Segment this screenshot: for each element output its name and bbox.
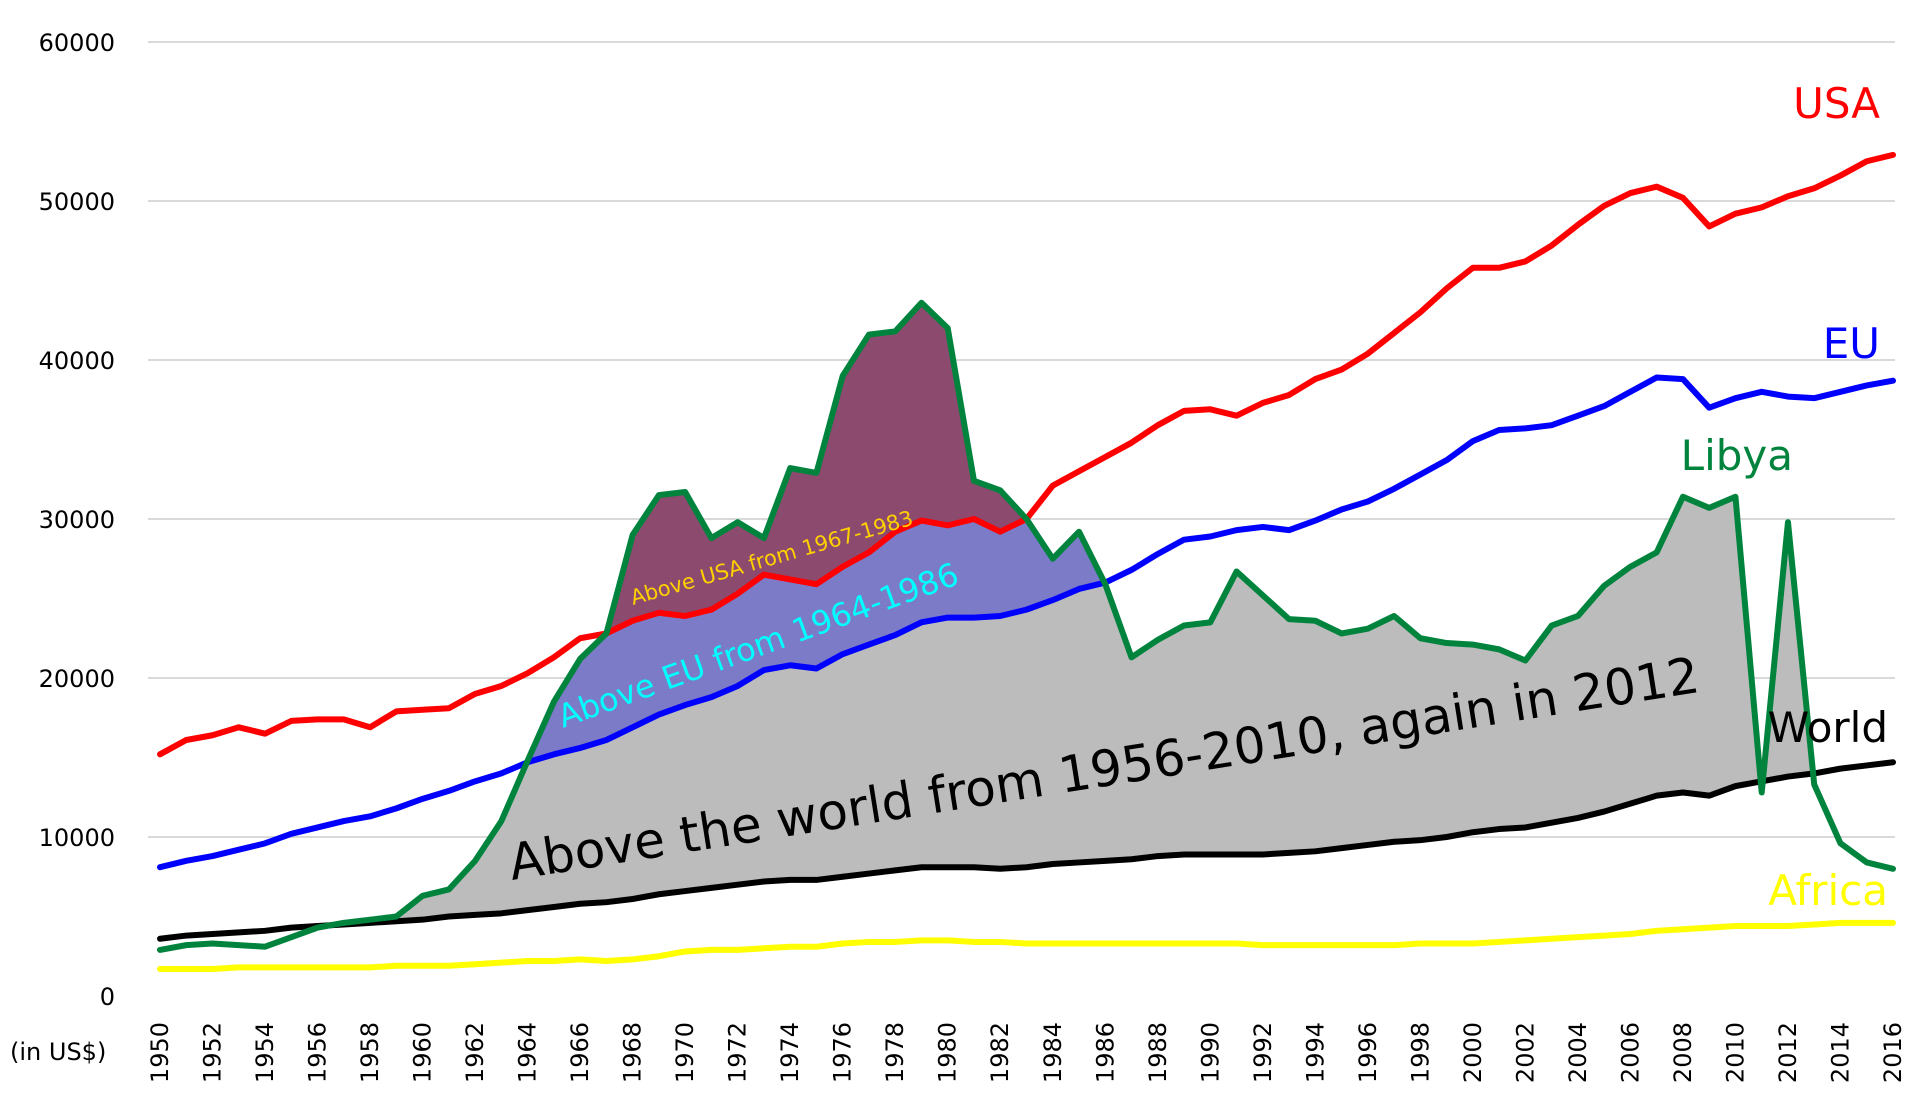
x-tick-label: 1966	[566, 1022, 594, 1083]
x-tick-label: 1968	[619, 1022, 647, 1083]
series-label-world: World	[1768, 703, 1888, 752]
x-tick-label: 1998	[1406, 1022, 1434, 1083]
y-tick-label: 10000	[39, 824, 115, 852]
y-tick-label: 20000	[39, 665, 115, 693]
x-tick-label: 1990	[1196, 1022, 1224, 1083]
y-tick-label: 0	[100, 983, 115, 1011]
x-tick-label: 1952	[199, 1022, 227, 1083]
area-above-world	[317, 302, 1894, 927]
x-tick-label: 1988	[1144, 1022, 1172, 1083]
x-tick-label: 1992	[1249, 1022, 1277, 1083]
x-tick-label: 1984	[1039, 1022, 1067, 1083]
unit-label: (in US$)	[10, 1038, 106, 1066]
series-line-eu	[157, 374, 1896, 871]
y-tick-label: 30000	[39, 506, 115, 534]
series-line-world	[157, 759, 1896, 942]
series-label-africa: Africa	[1768, 866, 1888, 915]
x-tick-label: 1954	[251, 1022, 279, 1083]
x-tick-label: 1994	[1301, 1022, 1329, 1083]
x-tick-label: 1996	[1354, 1022, 1382, 1083]
x-tick-label: 1972	[724, 1022, 752, 1083]
x-tick-label: 1962	[461, 1022, 489, 1083]
x-tick-label: 1980	[934, 1022, 962, 1083]
series-line-africa	[157, 919, 1896, 972]
x-tick-label: 2002	[1511, 1022, 1539, 1083]
series-line-libya	[157, 299, 1896, 953]
x-tick-label: 1960	[409, 1022, 437, 1083]
x-tick-label: 2016	[1879, 1022, 1907, 1083]
y-tick-label: 40000	[39, 347, 115, 375]
x-tick-label: 1974	[776, 1022, 804, 1083]
series-label-eu: EU	[1823, 319, 1880, 368]
series-label-libya: Libya	[1681, 431, 1793, 480]
x-tick-label: 2010	[1721, 1022, 1749, 1083]
x-tick-label: 1978	[881, 1022, 909, 1083]
x-tick-label: 1976	[829, 1022, 857, 1083]
x-tick-label: 1950	[146, 1022, 174, 1083]
x-tick-label: 1982	[986, 1022, 1014, 1083]
x-tick-label: 1958	[356, 1022, 384, 1083]
x-tick-label: 2000	[1459, 1022, 1487, 1083]
area-above-usa	[606, 302, 1027, 634]
y-tick-label: 50000	[39, 188, 115, 216]
x-tick-label: 1964	[514, 1022, 542, 1083]
series-label-usa: USA	[1793, 79, 1880, 128]
y-tick-label: 60000	[39, 29, 115, 57]
x-tick-label: 1970	[671, 1022, 699, 1083]
x-tick-label: 2012	[1774, 1022, 1802, 1083]
x-tick-label: 2014	[1826, 1022, 1854, 1083]
x-tick-label: 2008	[1669, 1022, 1697, 1083]
x-tick-label: 2004	[1564, 1022, 1592, 1083]
x-tick-label: 1956	[304, 1022, 332, 1083]
x-tick-label: 2006	[1616, 1022, 1644, 1083]
x-tick-label: 1986	[1091, 1022, 1119, 1083]
